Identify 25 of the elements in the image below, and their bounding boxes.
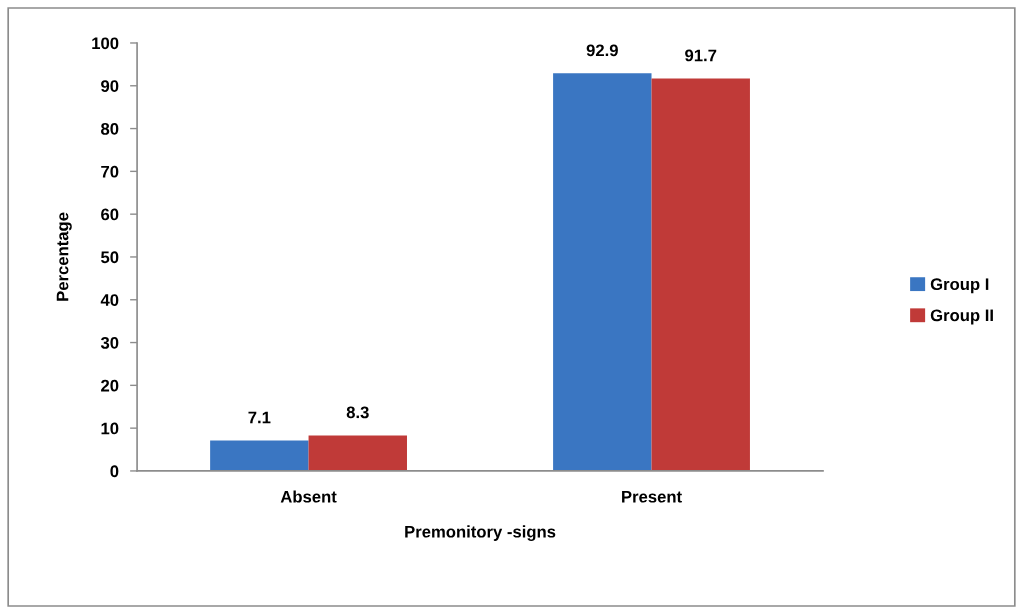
data-label: 92.9 bbox=[586, 44, 618, 57]
legend-label: Group II bbox=[930, 309, 993, 325]
y-tick-label: 20 bbox=[101, 379, 119, 392]
y-tick-label: 40 bbox=[100, 294, 119, 306]
y-tick-label: 80 bbox=[101, 122, 119, 135]
data-label: 7.1 bbox=[248, 411, 271, 424]
legend-label: Group I bbox=[930, 278, 989, 294]
bar bbox=[210, 440, 309, 471]
y-tick-label: 0 bbox=[110, 465, 119, 478]
y-tick-label: 50 bbox=[101, 251, 119, 264]
x-tick-label: Absent bbox=[280, 490, 337, 503]
bar bbox=[651, 78, 750, 471]
data-label: 91.7 bbox=[685, 49, 717, 62]
bar bbox=[553, 73, 652, 471]
bar bbox=[308, 435, 407, 471]
data-label: 8.3 bbox=[346, 406, 369, 419]
x-axis-title: Premonitory -signs bbox=[405, 525, 556, 541]
y-tick-label: 100 bbox=[92, 37, 119, 50]
y-axis-title: Percentage bbox=[56, 212, 72, 301]
y-tick-label: 10 bbox=[101, 422, 119, 435]
y-tick-label: 90 bbox=[101, 80, 119, 92]
y-tick-label: 30 bbox=[100, 336, 119, 349]
y-tick-label: 60 bbox=[101, 208, 119, 221]
y-tick-label: 70 bbox=[101, 165, 119, 178]
x-tick-label: Present bbox=[622, 490, 682, 503]
